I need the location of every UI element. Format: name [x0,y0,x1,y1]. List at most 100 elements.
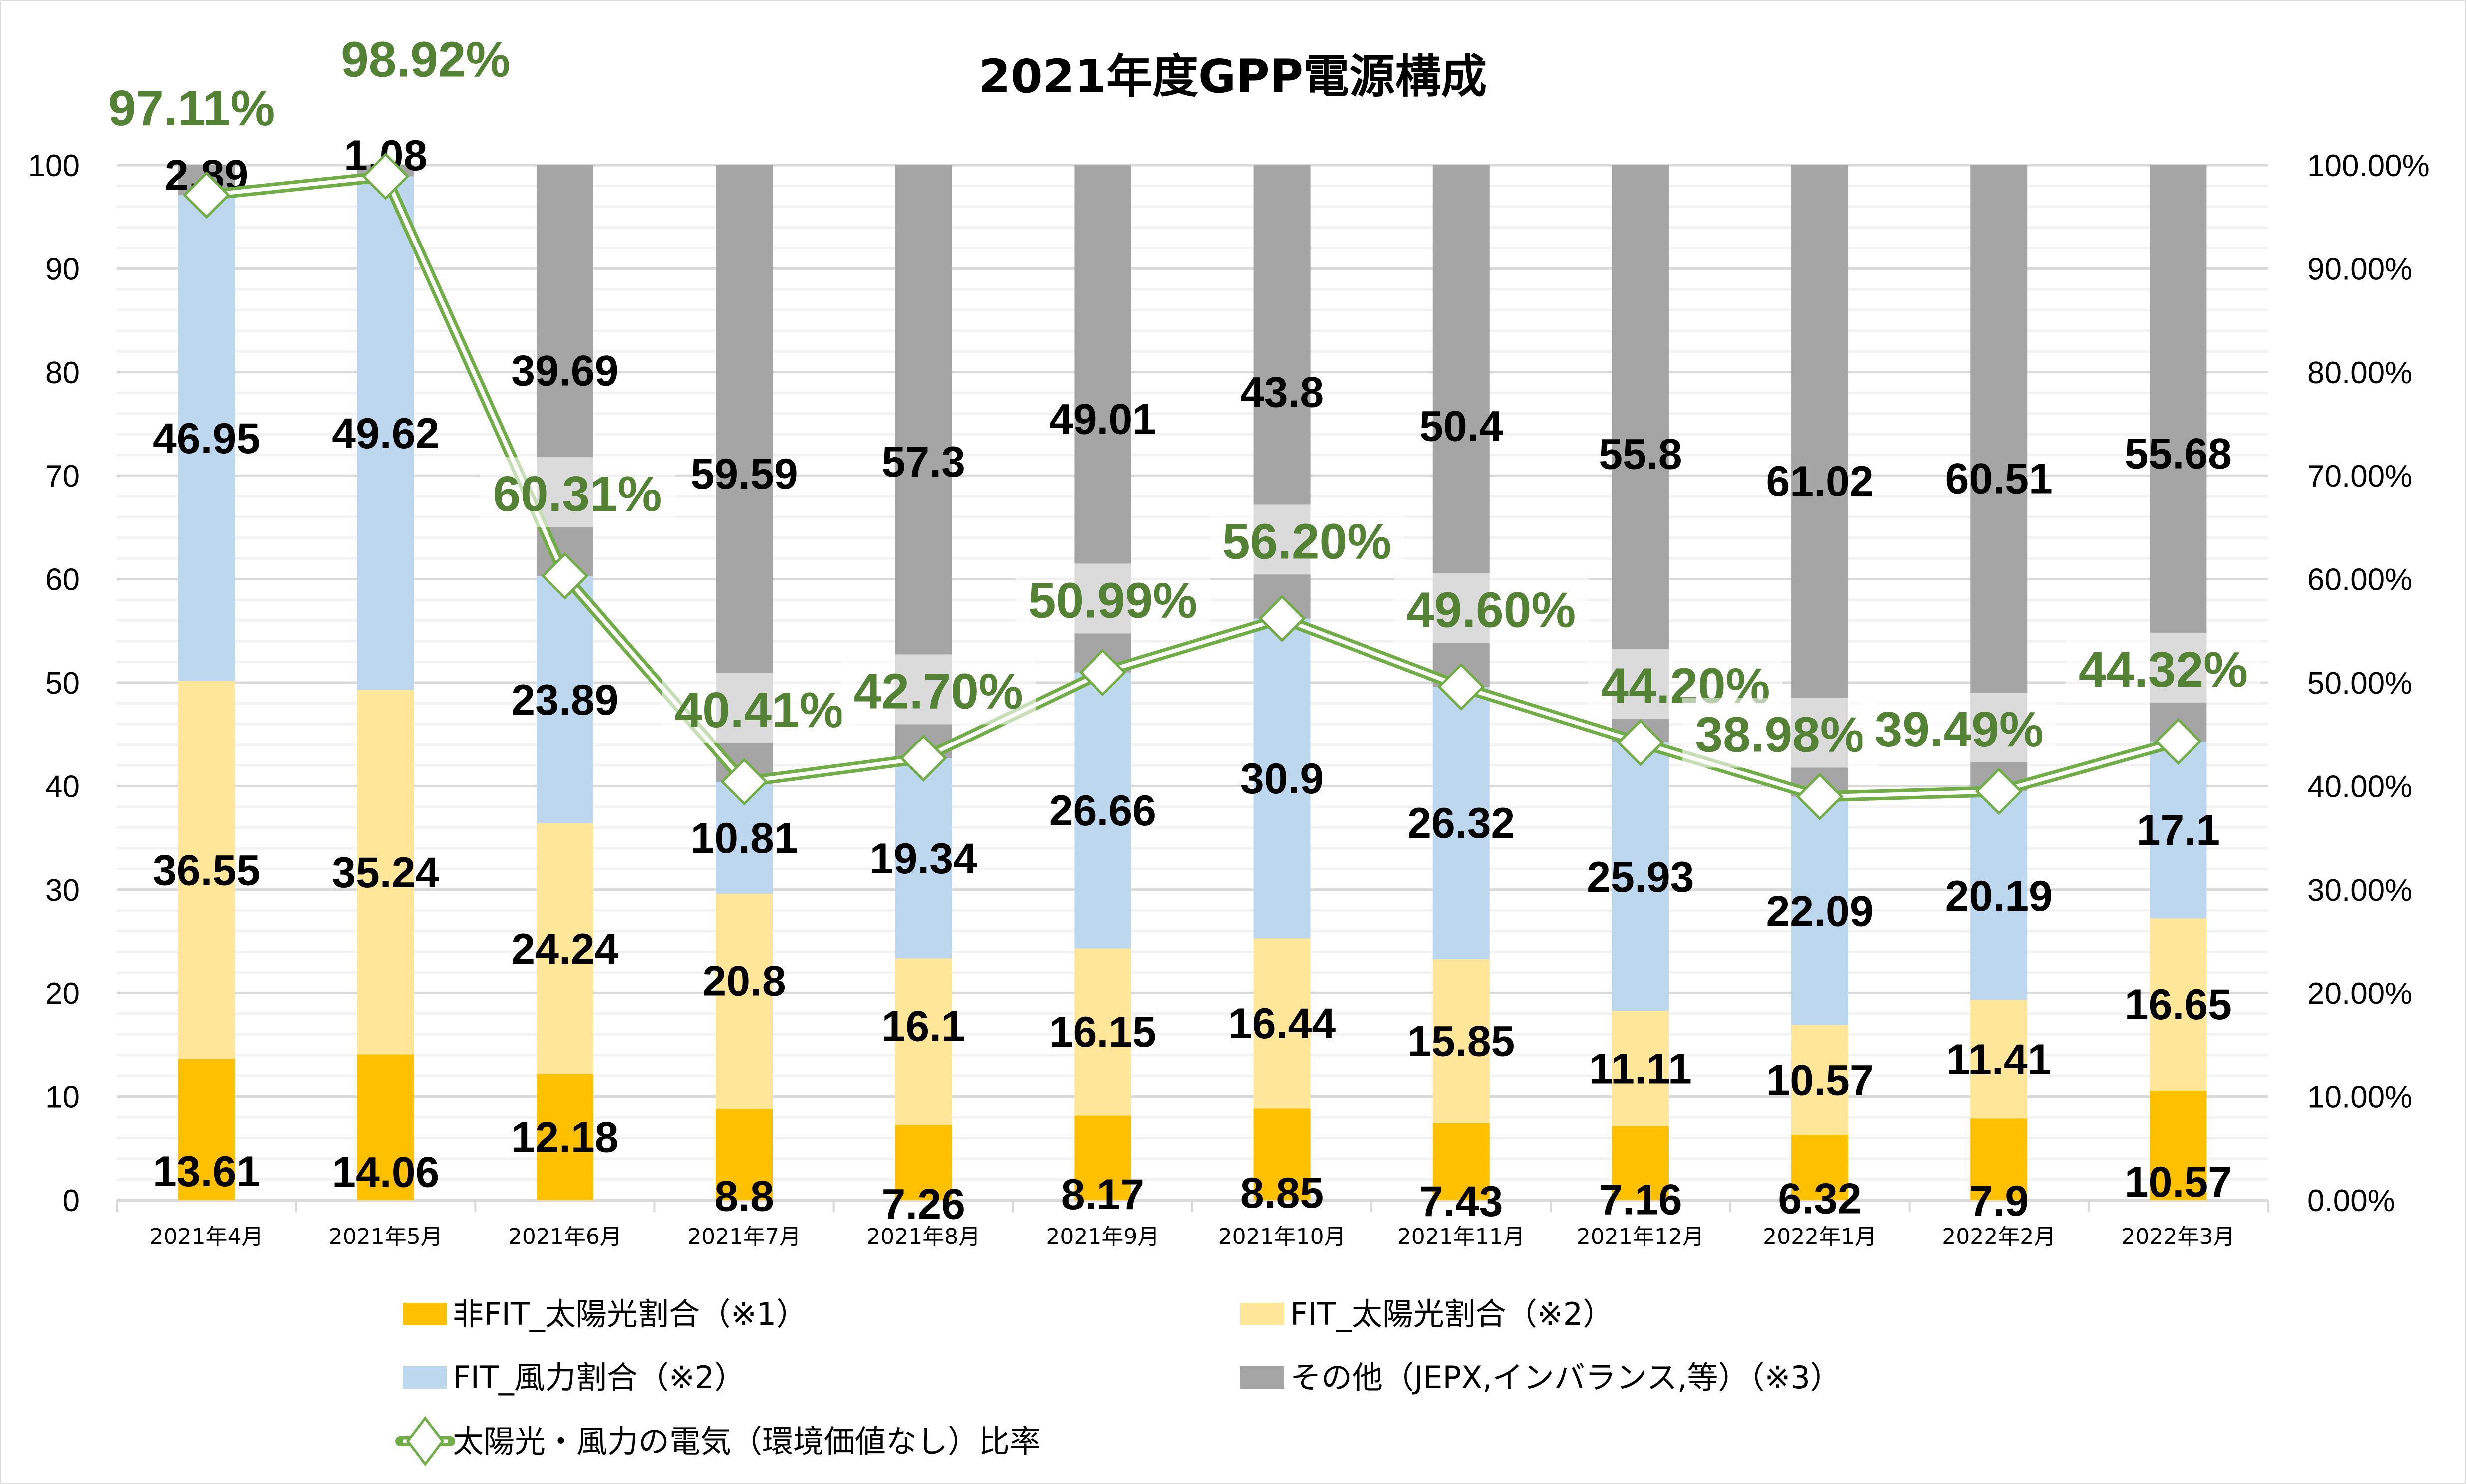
ratio-label-background [94,71,289,141]
bar-data-label: 19.34 [870,835,977,883]
bar-data-label: 57.3 [882,438,965,486]
diamond-marker [541,552,589,600]
ratio-data-label: 56.20% [1222,513,1391,569]
bar-data-label: 55.8 [1599,431,1682,479]
y2-tick-label: 70.00% [2307,459,2412,494]
bar-data-label: 35.24 [332,849,439,897]
bar-data-label: 14.06 [332,1148,439,1196]
y-tick-label: 10 [45,1080,80,1115]
diamond-marker [2154,718,2202,765]
ratio-data-label: 39.49% [1875,702,2044,757]
bar-segment [895,1125,952,1200]
bar-data-label: 50.4 [1419,403,1503,451]
x-tick-label: 2021年9月 [1046,1224,1159,1249]
bar-segment [1970,1118,2028,1200]
bar-segment [536,1074,593,1200]
bar-segment [1970,165,2028,791]
bar-segment [1970,791,2028,1000]
ratio-label-background [1862,692,2057,762]
y-axis-right: 0.00% 10.00% 20.00% 30.00% 40.00% 50.00% 60.00… [2307,149,2430,1218]
y-tick-label: 80 [45,356,80,390]
y-tick-label: 40 [45,769,80,804]
diamond-marker [1258,594,1306,642]
bar-data-label: 8.17 [1061,1171,1144,1219]
bar-segment [1791,796,1849,1025]
bar-data-label: 10.81 [690,814,798,862]
legend-item: その他（JEPX,インバランス,等）（※3） [1240,1359,1841,1396]
x-tick-label: 2021年8月 [866,1224,980,1249]
diamond-marker [899,734,947,782]
bar-segment [357,176,414,690]
x-tick-label: 2022年1月 [1763,1224,1877,1249]
bar-segment [2150,741,2207,919]
y-tick-label: 20 [45,977,80,1011]
bar-data-label: 61.02 [1766,458,1873,505]
ratio-data-labels: 97.11% 98.92% 60.31% 40.41% 42.70%50.99% 56.2… [94,22,2261,768]
bar-data-label: 49.62 [332,410,439,458]
bar-segment [1791,165,1849,797]
ratio-data-label: 49.60% [1406,582,1576,638]
bar-data-label: 12.18 [511,1114,618,1162]
bar-data-label: 11.41 [1946,1036,2051,1084]
x-tick-label: 2021年10月 [1218,1224,1346,1249]
bar-segment [1432,959,1490,1123]
y-tick-label: 90 [45,252,80,286]
legend-swatch-4 [1240,1366,1284,1389]
ratio-label-background [1015,563,1210,634]
bar-data-label: 10.57 [2125,1158,2232,1206]
bar-data-label: 49.01 [1049,395,1156,443]
y2-tick-label: 80.00% [2307,356,2412,390]
bar-data-label: 20.8 [702,957,786,1005]
bar-segment [536,823,593,1074]
legend-label: その他（JEPX,インバランス,等）（※3） [1290,1359,1841,1396]
bar-segment [1612,742,1669,1011]
bar-data-label: 16.44 [1228,1000,1336,1048]
bar-segment [2150,918,2207,1091]
bar-data-label: 30.9 [1240,755,1324,803]
bar-segment [178,1059,235,1200]
bar-data-label: 43.8 [1240,368,1324,416]
y-tick-label: 100 [28,149,80,183]
bar-data-label: 60.51 [1945,455,2053,502]
diamond-marker [1975,767,2023,815]
legend-label: FIT_太陽光割合（※2） [1290,1296,1614,1332]
bar-segment [357,1054,414,1200]
ratio-label-background [2066,632,2261,703]
bar-segment [1253,1108,1311,1200]
bar-data-label: 59.59 [690,450,798,498]
bar-data-label: 8.8 [714,1173,774,1221]
ratio-data-label: 38.98% [1695,707,1864,763]
bar-segment [1612,165,1669,743]
y-tick-label: 60 [45,563,80,597]
diamond-marker [720,758,768,806]
bar-segment [1253,618,1311,939]
ratio-label-background [480,457,675,527]
x-tick-label: 2022年2月 [1942,1224,2056,1249]
bar-segment [2150,1090,2207,1200]
bar-data-label: 20.19 [1945,872,2053,920]
diamond-marker [1796,773,1844,821]
y2-tick-label: 0.00% [2307,1184,2395,1218]
ratio-data-label: 97.11% [108,80,275,136]
ratio-data-label: 60.31% [493,466,662,522]
bar-data-label: 7.43 [1419,1178,1503,1226]
bar-data-label: 55.68 [2125,430,2232,478]
bar-data-label: 26.66 [1049,787,1156,835]
y2-tick-label: 50.00% [2307,666,2412,701]
bar-segment [1432,687,1490,960]
bar-segment [1432,1123,1490,1200]
bar-segment [1074,672,1131,949]
bar-data-label: 36.55 [153,847,260,895]
bar-segment [1791,1025,1849,1135]
y-tick-label: 0 [63,1184,80,1218]
bar-segment [536,576,593,823]
legend-swatch-1 [403,1303,447,1325]
bar-data-label: 15.85 [1407,1018,1515,1066]
bar-data-label: 7.9 [1969,1177,2029,1225]
y2-tick-label: 20.00% [2307,977,2412,1011]
bar-data-label: 24.24 [511,925,618,973]
ratio-label-background [1682,698,1878,768]
diamond-marker [362,152,410,200]
y2-tick-label: 40.00% [2307,769,2412,804]
